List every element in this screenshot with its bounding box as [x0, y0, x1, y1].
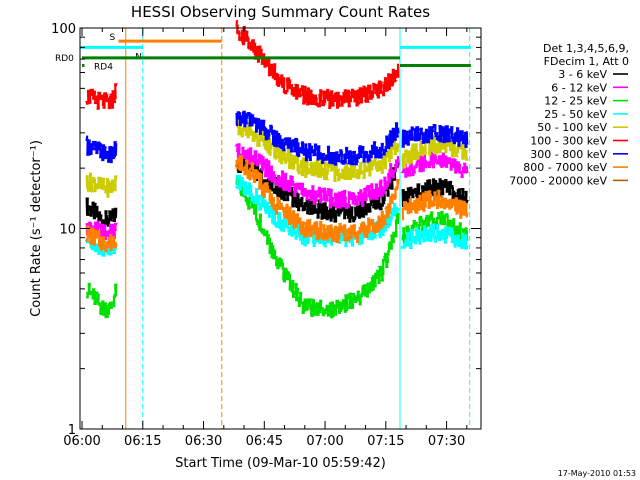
legend-label-8: 7000 - 20000 keV: [509, 174, 607, 187]
x-axis-label: Start Time (09-Mar-10 05:59:42): [175, 456, 386, 471]
series-6-segment-0: [85, 135, 118, 164]
legend: Det 1,3,4,5,6,9,FDecim 1, Att 03 - 6 keV…: [509, 42, 629, 187]
series-6: [85, 110, 469, 166]
x-tick-label-3: 06:45: [246, 434, 283, 449]
series-7-segment-2: [401, 189, 469, 221]
legend-header-1: FDecim 1, Att 0: [544, 55, 629, 68]
flag-label-3: RD0: [55, 54, 74, 64]
legend-label-2: 12 - 25 keV: [544, 95, 607, 108]
series-1-segment-2: [400, 151, 469, 178]
x-tick-label-4: 07:00: [306, 434, 343, 449]
legend-label-5: 100 - 300 keV: [530, 135, 607, 148]
legend-label-0: 3 - 6 keV: [558, 68, 607, 81]
legend-label-6: 300 - 800 keV: [530, 148, 607, 161]
series-4: [85, 114, 469, 198]
chart-title: HESSI Observing Summary Count Rates: [131, 3, 430, 21]
series-2-segment-0: [86, 282, 118, 319]
y-tick-label-2: 100: [51, 22, 76, 37]
series-7-segment-0: [84, 225, 118, 253]
y-tick-label-0: 1: [68, 423, 76, 438]
series-6-segment-1: [235, 110, 400, 166]
series-lines: [84, 20, 469, 319]
series-0-segment-0: [85, 197, 118, 231]
y-tick-label-1: 10: [59, 223, 76, 238]
series-3-segment-1: [234, 174, 400, 248]
y-axis-label: Count Rate (s⁻¹ detector⁻¹): [29, 140, 44, 317]
series-7: [84, 155, 469, 253]
series-6-segment-2: [401, 124, 469, 148]
timestamp: 17-May-2010 01:53: [558, 469, 636, 478]
series-1-segment-1: [234, 143, 400, 210]
series-5: [85, 20, 400, 110]
series-4-segment-2: [401, 135, 469, 169]
series-2-segment-1: [235, 176, 400, 319]
series-4-segment-1: [235, 114, 400, 182]
x-tick-label-0: 06:00: [63, 434, 100, 449]
series-5-segment-1: [235, 20, 400, 109]
legend-label-3: 25 - 50 keV: [544, 108, 607, 121]
x-tick-label-2: 06:30: [185, 434, 222, 449]
x-tick-label-5: 07:15: [367, 434, 404, 449]
vertical-markers: [125, 28, 471, 429]
flag-label-0: S: [109, 33, 115, 43]
x-tick-label-6: 07:30: [428, 434, 465, 449]
flag-bars: SNRD0RD4: [55, 33, 471, 73]
series-3-segment-2: [400, 223, 469, 250]
x-tick-label-1: 06:15: [124, 434, 161, 449]
series-4-segment-0: [85, 172, 118, 198]
flag-label-5: RD4: [94, 63, 113, 73]
legend-label-4: 50 - 100 keV: [537, 121, 607, 134]
axes: 06:00 06:15 06:30 06:45 07:00 07:15 07:30 1 10 10…: [51, 22, 481, 449]
legend-header-0: Det 1,3,4,5,6,9,: [543, 42, 629, 55]
series-5-segment-0: [85, 83, 118, 110]
legend-label-7: 800 - 7000 keV: [523, 161, 607, 174]
series-7-segment-1: [235, 155, 400, 244]
legend-label-1: 6 - 12 keV: [551, 81, 607, 94]
